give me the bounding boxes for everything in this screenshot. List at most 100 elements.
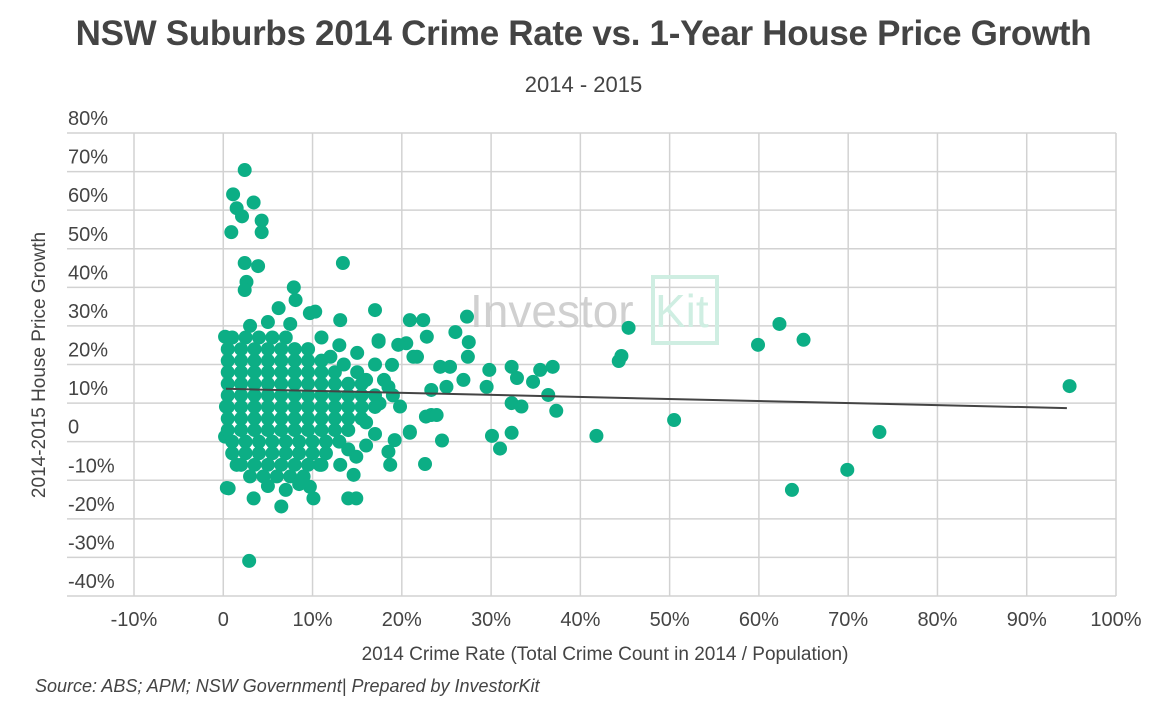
data-point [376,372,391,387]
data-point [332,338,347,353]
data-point [323,349,338,364]
data-point [274,388,289,403]
x-tick-label: 90% [1007,609,1047,631]
data-point [371,333,386,348]
data-point [341,376,356,391]
data-point [751,337,766,352]
data-point [260,457,275,472]
data-point [305,434,320,449]
data-point [381,444,396,459]
data-point [237,283,252,298]
data-point [301,388,316,403]
data-point [278,446,293,461]
data-point [354,399,369,414]
data-point [302,306,317,321]
x-axis-label: 2014 Crime Rate (Total Crime Count in 20… [361,644,849,665]
data-point [247,365,262,380]
data-point [238,434,253,449]
investorkit-watermark-logo: Investor Kit [470,275,719,345]
data-point [225,446,240,461]
data-point [287,423,302,438]
data-point [251,446,266,461]
y-tick-label: 60% [68,185,108,207]
data-point [387,433,402,448]
data-point [327,423,342,438]
data-point [479,379,494,394]
data-point [221,481,236,496]
data-point [368,357,383,372]
x-tick-label: 30% [471,609,511,631]
y-tick-label: 30% [68,301,108,323]
data-point [288,293,303,308]
data-point [419,329,434,344]
data-point [247,353,262,368]
x-tick-label: 0 [218,609,229,631]
x-tick-label: -10% [111,609,158,631]
data-point [541,387,556,402]
data-point [402,313,417,328]
data-point [393,399,408,414]
data-point [234,353,249,368]
data-point [260,411,275,426]
data-point [238,446,253,461]
data-point [589,428,604,443]
data-point [301,365,316,380]
data-point [509,371,524,386]
data-point [220,388,235,403]
data-point [434,433,449,448]
chart-title: NSW Suburbs 2014 Crime Rate vs. 1-Year H… [75,14,1092,53]
data-point [418,457,433,472]
data-points [218,163,1077,568]
x-tick-label: 60% [739,609,779,631]
data-point [247,457,262,472]
data-point [327,411,342,426]
y-tick-label: 0 [68,417,79,439]
data-point [533,362,548,377]
data-point [269,469,284,484]
data-point [226,187,241,202]
y-tick-label: -10% [68,455,115,477]
data-point [504,425,519,440]
data-point [359,438,374,453]
data-point [301,423,316,438]
y-tick-label: 10% [68,378,108,400]
data-point [260,376,275,391]
data-point [459,309,474,324]
x-tick-labels: -10% 0 10% 20% 30% 40% 50% 60% 70% 80% 90% 100% [111,609,1142,631]
data-point [424,382,439,397]
data-point [260,388,275,403]
data-point [611,354,626,369]
watermark-text: Investor [470,285,634,337]
data-point [234,457,249,472]
data-point [220,399,235,414]
data-point [318,446,333,461]
data-point [448,325,463,340]
data-point [278,482,293,497]
data-point [220,411,235,426]
data-point [243,469,258,484]
data-point [526,374,541,389]
data-point [220,423,235,438]
data-point [346,467,361,482]
data-point [220,365,235,380]
data-point [260,365,275,380]
data-point [224,225,239,240]
data-point [242,553,257,568]
data-point [274,353,289,368]
data-point [314,423,329,438]
data-point [872,425,887,440]
data-point [278,330,293,345]
y-tick-label: 20% [68,340,108,362]
data-point [220,376,235,391]
data-point [287,411,302,426]
data-point [292,446,307,461]
x-tick-label: 100% [1090,609,1141,631]
data-point [384,357,399,372]
data-point [772,316,787,331]
data-point [784,482,799,497]
data-point [247,411,262,426]
data-point [314,365,329,380]
data-point [667,413,682,428]
data-point [260,479,275,494]
data-point [265,446,280,461]
